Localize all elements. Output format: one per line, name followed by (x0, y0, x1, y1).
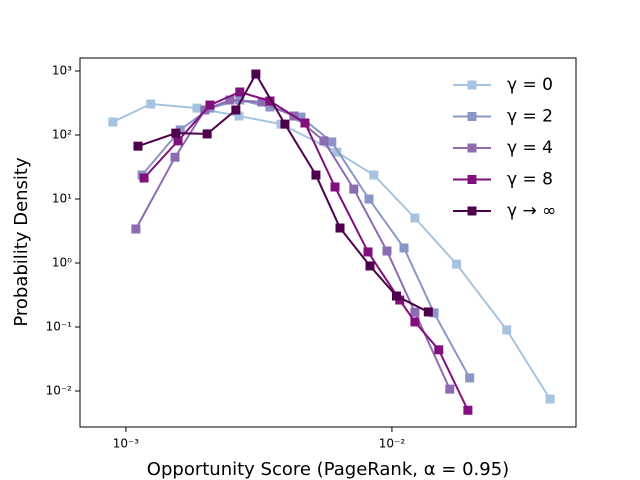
marker (465, 373, 475, 383)
legend-marker (467, 143, 477, 153)
marker (192, 103, 202, 113)
marker (133, 141, 143, 151)
marker (423, 307, 433, 317)
y-tick-label: 10² (52, 128, 72, 142)
marker (502, 325, 512, 335)
marker (410, 307, 420, 317)
marker (365, 261, 375, 271)
x-tick-label: 10⁻³ (113, 437, 140, 451)
marker (257, 97, 267, 107)
marker (108, 117, 118, 127)
legend-marker (467, 80, 477, 90)
marker (364, 194, 374, 204)
series-line (143, 90, 469, 411)
marker (170, 152, 180, 162)
marker (335, 223, 345, 233)
legend-label: γ = 0 (507, 75, 553, 95)
marker (251, 69, 261, 79)
marker (146, 99, 156, 109)
marker (545, 394, 555, 404)
legend-marker (467, 112, 477, 121)
marker (280, 119, 290, 129)
marker (463, 405, 473, 415)
marker (429, 308, 439, 318)
y-tick-label: 10⁰ (52, 256, 72, 270)
marker (173, 136, 183, 146)
marker (296, 112, 306, 122)
marker (231, 105, 241, 115)
marker (445, 384, 455, 394)
marker (399, 243, 409, 253)
marker (349, 184, 359, 194)
legend-label: γ → ∞ (507, 201, 556, 221)
x-axis-label: Opportunity Score (PageRank, α = 0.95) (147, 459, 509, 480)
y-axis-label: Probability Density (11, 157, 32, 327)
marker (300, 118, 310, 128)
legend-label: γ = 8 (507, 170, 553, 190)
marker (382, 246, 392, 256)
y-tick-label: 10⁻¹ (46, 320, 73, 334)
marker (171, 128, 181, 138)
marker (265, 96, 275, 106)
x-tick-label: 10⁻² (379, 437, 406, 451)
marker (205, 100, 215, 110)
y-tick-label: 10⁻² (46, 384, 73, 398)
series-line (141, 99, 471, 379)
marker (234, 111, 244, 121)
marker (235, 87, 245, 97)
marker (225, 95, 235, 105)
marker (410, 213, 420, 223)
marker (139, 173, 149, 183)
marker (131, 224, 141, 234)
marker (327, 137, 337, 147)
marker (319, 136, 329, 146)
marker (330, 182, 340, 192)
legend-label: γ = 2 (507, 107, 553, 127)
marker (265, 102, 275, 112)
y-tick-label: 10¹ (52, 192, 72, 206)
marker (363, 247, 373, 257)
plot-frame (79, 57, 577, 428)
legend-marker (467, 206, 477, 216)
marker (369, 170, 379, 180)
marker (410, 317, 420, 327)
marker (391, 291, 401, 301)
legend-label: γ = 4 (507, 138, 553, 158)
marker (434, 345, 444, 355)
marker (452, 259, 462, 269)
marker (332, 147, 342, 157)
legend-marker (467, 175, 477, 184)
marker (311, 170, 321, 180)
y-tick-label: 10³ (52, 64, 72, 78)
marker (202, 129, 212, 139)
